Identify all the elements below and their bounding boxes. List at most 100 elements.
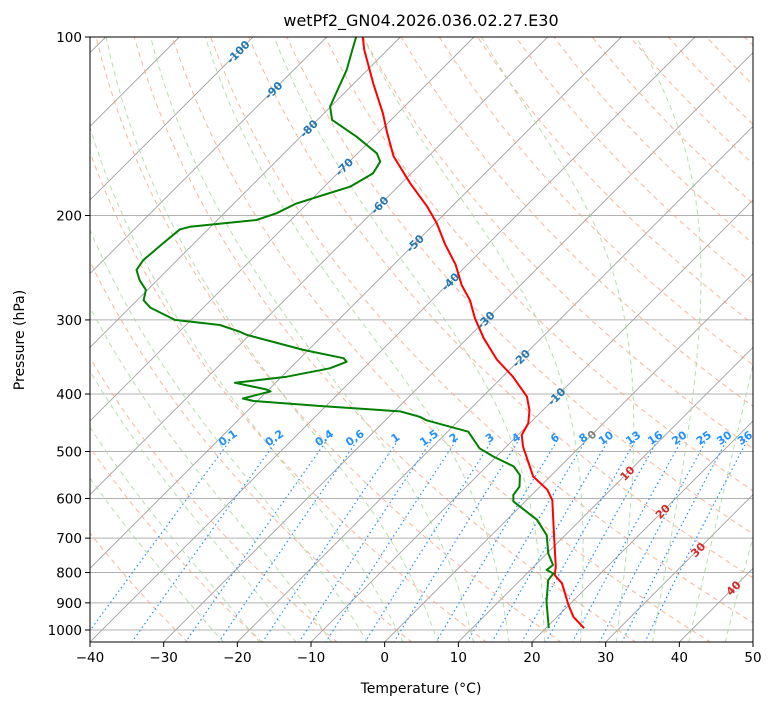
- isotherm-line: [90, 37, 401, 348]
- mixing-ratio-label: 16: [645, 428, 665, 448]
- y-tick-label: 300: [56, 313, 82, 329]
- moist-adiabat: [90, 477, 225, 642]
- y-tick-label: 200: [56, 209, 82, 225]
- line-labels: 0.1 0.2 0.4 0.6 1 1.5 2 3 4 6 8 10 13 16 20 25 30 36-100-…: [216, 38, 755, 599]
- mixing-ratio-line: [435, 440, 558, 642]
- x-tick-label: 0: [380, 650, 389, 666]
- axes: −40 −30 −20 −10 0 10 20 30 40 50 100 200 300 400 500 60…: [48, 30, 762, 666]
- y-tick-label: 600: [56, 491, 82, 507]
- mixing-ratio-line: [521, 440, 636, 642]
- mixing-ratio-label: 1.5: [417, 427, 440, 449]
- mixing-ratio-line: [571, 440, 682, 642]
- dry-adiabat: [210, 37, 753, 624]
- moist-adiabat: [481, 37, 635, 642]
- dry-adiabat: [171, 37, 712, 642]
- mixing-ratio-line: [131, 440, 278, 642]
- dry-adiabat: [90, 532, 189, 642]
- dry-adiabat: [133, 37, 637, 642]
- moist-adiabat: [635, 37, 702, 642]
- mixing-ratio-line: [261, 440, 398, 642]
- isotherm-label: -70: [333, 155, 356, 178]
- moist-adiabat: [105, 37, 439, 642]
- mixing-ratio-label: 10: [596, 428, 616, 448]
- isotherm-label: -90: [262, 79, 285, 102]
- temperature-profile-line: [361, 37, 585, 629]
- x-tick-label: −10: [297, 650, 326, 666]
- mixing-ratio-label: 13: [623, 428, 643, 447]
- y-tick-label: 1000: [48, 623, 82, 639]
- x-tick-label: 30: [597, 650, 614, 666]
- mixing-ratio-line: [545, 440, 658, 642]
- dry-adiabat: [438, 37, 753, 366]
- isotherm-label: -20: [510, 347, 533, 370]
- moist-adiabat: [90, 125, 404, 642]
- isotherm-label: -60: [368, 194, 391, 217]
- dry-adiabat: [553, 37, 753, 244]
- moist-adiabat: [204, 37, 510, 642]
- mixing-ratio-label: 0.1: [216, 427, 239, 449]
- y-tick-label: 100: [56, 30, 82, 46]
- mixing-ratio-label: 0.2: [263, 427, 286, 449]
- x-tick-label: 40: [671, 650, 688, 666]
- mixing-ratio-label: 25: [694, 428, 714, 447]
- mixing-ratio-line: [466, 440, 586, 642]
- mixing-ratio-line: [598, 440, 707, 642]
- x-tick-label: −40: [76, 650, 105, 666]
- y-tick-label: 400: [56, 387, 82, 403]
- y-axis-label: Pressure (hPa): [12, 290, 28, 390]
- moist-adiabat: [90, 370, 297, 642]
- chart-title: wetPf2_GN04.2026.036.02.27.E30: [283, 11, 558, 31]
- isotherm-label: -30: [474, 308, 497, 331]
- plot-frame: [89, 36, 754, 643]
- x-tick-label: −20: [223, 650, 252, 666]
- y-tick-label: 800: [56, 566, 82, 582]
- mixing-ratio-label: 1: [389, 431, 403, 446]
- dry-adiabat: [400, 37, 753, 408]
- dry-adiabat: [515, 37, 753, 285]
- dry-adiabat: [591, 37, 753, 205]
- mixing-ratio-label: 0.4: [313, 427, 337, 449]
- isotherm-label: -80: [297, 117, 320, 140]
- isotherm-line: [90, 37, 327, 275]
- moist-adiabat: [362, 37, 584, 642]
- isotherm-line: [90, 37, 254, 201]
- isotherm-line: [90, 37, 548, 496]
- mixing-ratio-line: [644, 440, 748, 642]
- mixing-ratio-line: [298, 440, 432, 642]
- isotherm-line: [90, 37, 475, 422]
- mixing-ratio-line: [491, 440, 609, 642]
- y-tick-label: 700: [56, 531, 82, 547]
- profiles: [135, 37, 585, 629]
- dry-adiabat: [668, 37, 753, 126]
- isotherm-line: [90, 37, 696, 642]
- dry-adiabat: [90, 260, 413, 642]
- isotherm-label: -100: [224, 38, 253, 67]
- isotherm-line: [90, 37, 622, 569]
- x-tick-label: 20: [523, 650, 540, 666]
- y-tick-label: 500: [56, 444, 82, 460]
- isotherm-line: [531, 420, 753, 642]
- x-tick-label: 10: [450, 650, 467, 666]
- background-lines: [90, 37, 753, 642]
- dewpoint-profile-line: [135, 37, 555, 629]
- mixing-ratio-label: 0.6: [343, 427, 367, 449]
- mixing-ratio-label: 3: [483, 431, 497, 446]
- isotherm-label: -10: [545, 385, 568, 408]
- dry-adiabat: [706, 37, 753, 86]
- y-tick-label: 900: [56, 596, 82, 612]
- isotherm-line: [163, 52, 753, 642]
- x-tick-label: 50: [744, 650, 761, 666]
- isotherm-line: [752, 641, 753, 642]
- dry-adiabat: [248, 37, 753, 579]
- moist-adiabat: [273, 37, 546, 642]
- isotherm-label: 20: [653, 502, 673, 522]
- dry-adiabat: [286, 37, 753, 535]
- isotherm-label: -50: [404, 232, 427, 255]
- mixing-ratio-line: [184, 440, 327, 642]
- mixing-ratio-line: [364, 440, 493, 642]
- moist-adiabat: [724, 535, 753, 642]
- dry-adiabat: [90, 150, 488, 642]
- mixing-ratio-line: [90, 440, 231, 632]
- moist-adiabat: [90, 426, 261, 642]
